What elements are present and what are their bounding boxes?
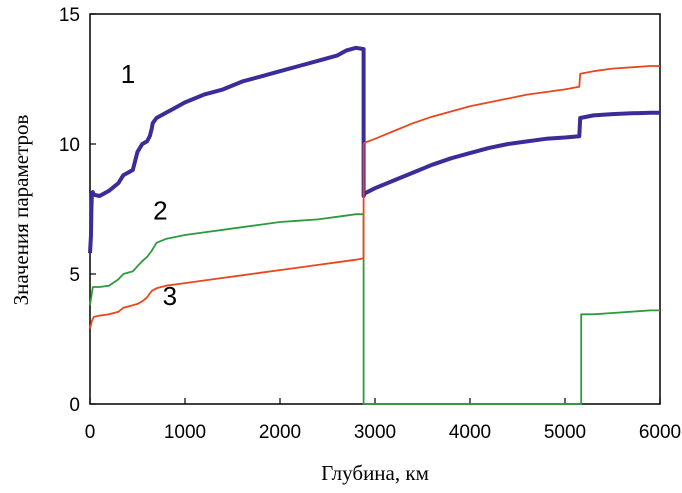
series-line-3 [89,65,660,329]
x-tick-label: 0 [85,422,96,443]
series-label-2: 2 [153,195,167,225]
x-tick-label: 5000 [544,422,586,443]
x-tick-label: 6000 [639,422,681,443]
x-tick-label: 2000 [259,422,301,443]
y-axis: 0 5 10 15 [59,5,96,416]
x-tick-label: 4000 [449,422,491,443]
y-tick-label: 10 [59,135,80,156]
series-line-1 [88,45,660,254]
plot-frame [89,13,661,405]
x-axis-title: Глубина, км [321,461,429,485]
y-tick-label: 0 [69,395,80,416]
series-labels: 1 2 3 [121,59,177,311]
series-group [88,45,660,405]
x-axis: 0 1000 2000 3000 4000 5000 6000 [85,398,681,443]
x-tick-label: 1000 [164,422,206,443]
x-tick-label: 3000 [354,422,396,443]
y-axis-title: Значения параметров [9,114,33,305]
y-tick-label: 15 [59,5,80,26]
series-label-3: 3 [163,281,177,311]
y-tick-label: 5 [69,265,80,286]
series-line-2 [89,213,660,405]
series-label-1: 1 [121,59,135,89]
